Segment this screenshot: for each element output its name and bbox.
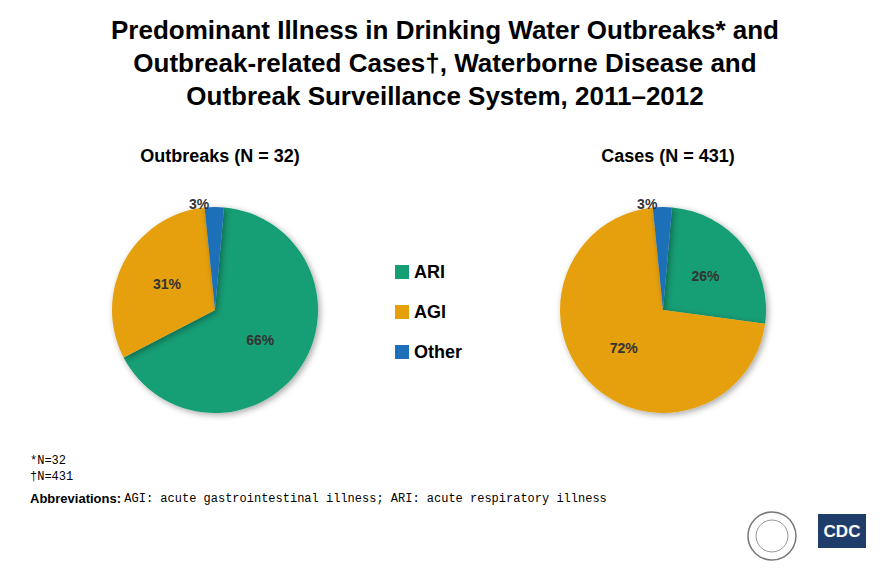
- svg-text:AGI: acute gastrointestinal il: AGI: acute gastrointestinal illness; ARI…: [124, 492, 606, 506]
- svg-text:31%: 31%: [153, 276, 182, 292]
- svg-text:ARI: ARI: [414, 262, 445, 282]
- svg-text:†N=431: †N=431: [30, 470, 73, 484]
- svg-text:Other: Other: [414, 342, 462, 362]
- svg-text:66%: 66%: [246, 332, 275, 348]
- svg-text:Outbreak-related Cases†, Water: Outbreak-related Cases†, Waterborne Dise…: [133, 48, 756, 78]
- svg-text:*N=32: *N=32: [30, 454, 66, 468]
- svg-text:Outbreak Surveillance System,: Outbreak Surveillance System, 2011–2012: [186, 81, 703, 111]
- svg-text:Abbreviations:: Abbreviations:: [30, 491, 121, 506]
- svg-text:3%: 3%: [637, 196, 658, 212]
- svg-text:Predominant Illness in Drinkin: Predominant Illness in Drinking Water Ou…: [111, 15, 779, 45]
- svg-text:Cases (N = 431): Cases (N = 431): [601, 146, 735, 166]
- svg-text:3%: 3%: [189, 196, 210, 212]
- svg-text:Outbreaks (N = 32): Outbreaks (N = 32): [140, 146, 300, 166]
- svg-text:72%: 72%: [610, 340, 639, 356]
- svg-text:AGI: AGI: [414, 302, 446, 322]
- svg-text:CDC: CDC: [824, 522, 861, 541]
- svg-text:26%: 26%: [692, 268, 721, 284]
